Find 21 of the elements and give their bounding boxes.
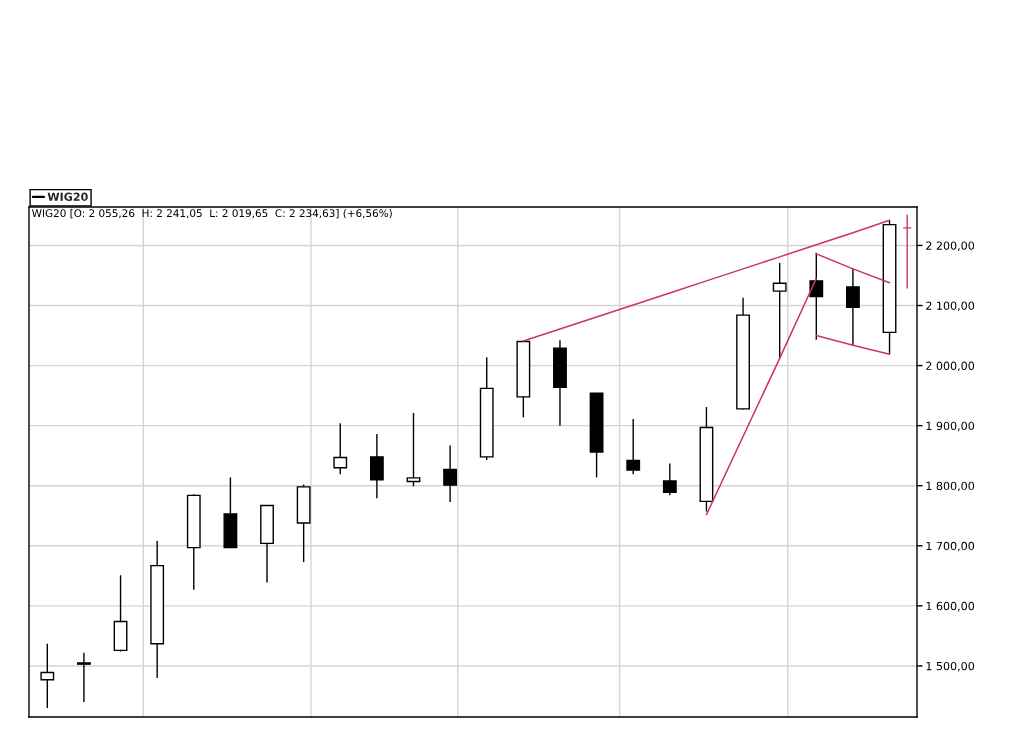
candlestick	[443, 444, 458, 503]
candlestick	[77, 652, 91, 703]
annotation: WIG20 [O: 2 055,26 H: 2 241,05 L: 2 019,65 C: 2 234,63] (+6,56%)	[32, 209, 392, 219]
candlestick	[662, 462, 677, 497]
y-tick-label: 1 700,00	[926, 541, 975, 552]
line-series	[522, 219, 891, 342]
y-tick-label: 2 100,00	[926, 301, 975, 312]
candlestick	[369, 433, 384, 500]
y-tick-label: 2 000,00	[926, 361, 975, 372]
candlestick	[626, 418, 641, 476]
candlestick	[333, 422, 348, 476]
candlestick	[40, 643, 55, 709]
legend-label: WIG20	[47, 192, 88, 201]
y-tick-label: 1 800,00	[926, 481, 975, 492]
y-tick-label: 1 500,00	[926, 661, 975, 672]
y-tick-label: 2 200,00	[926, 241, 975, 251]
candlestick	[772, 262, 787, 360]
y-tick-label: 1 600,00	[926, 601, 975, 612]
y-tick-label: 1 900,00	[926, 421, 975, 432]
candlestick	[406, 412, 421, 488]
candlestick	[845, 267, 860, 347]
